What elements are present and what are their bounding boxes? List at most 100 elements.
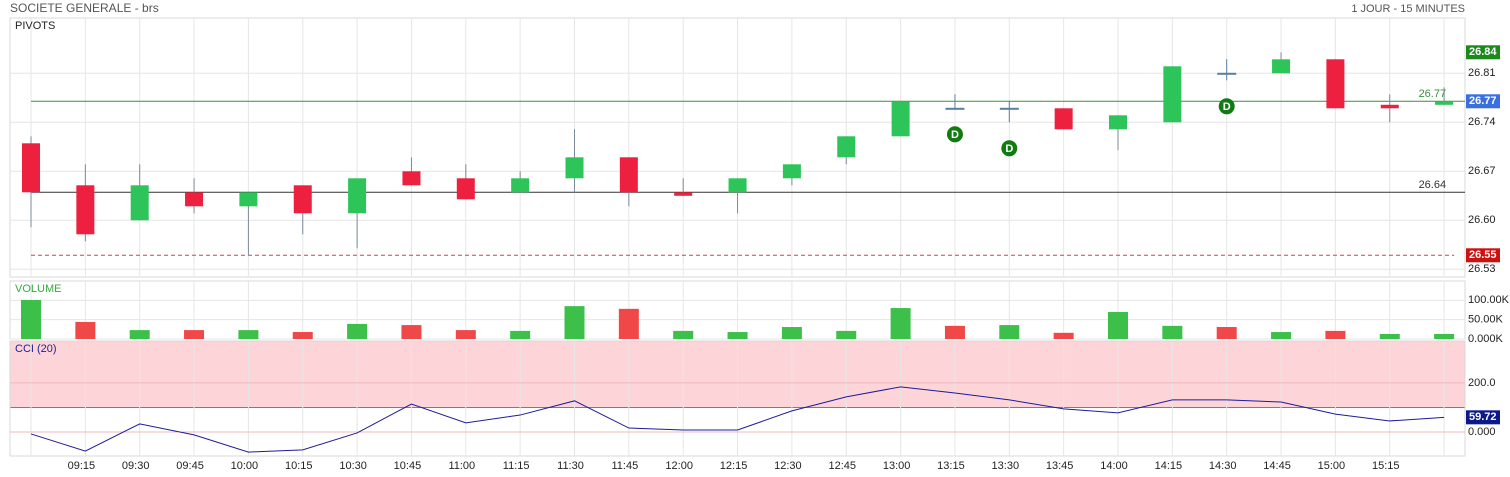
y-tick-label: 0.000K bbox=[1468, 333, 1504, 345]
candle-body bbox=[402, 171, 421, 186]
value-tag-label: 59.72 bbox=[1469, 411, 1497, 423]
candle-body bbox=[728, 178, 747, 193]
candle-body bbox=[619, 157, 638, 193]
volume-bar bbox=[1108, 311, 1128, 339]
event-marker bbox=[1001, 140, 1018, 157]
candle-body bbox=[22, 143, 40, 193]
volume-bar bbox=[455, 330, 476, 339]
price-tag-label: 26.84 bbox=[1469, 46, 1497, 58]
x-tick-label: 14:30 bbox=[1209, 460, 1237, 472]
chart-title: SOCIETE GENERALE - brs bbox=[10, 1, 159, 15]
x-tick-label: 10:00 bbox=[231, 460, 259, 472]
volume-bar bbox=[564, 306, 585, 339]
candle-body bbox=[130, 185, 149, 221]
y-tick-label: 26.81 bbox=[1468, 67, 1496, 79]
volume-bar bbox=[1216, 327, 1237, 339]
x-tick-label: 15:15 bbox=[1372, 460, 1400, 472]
x-tick-label: 12:30 bbox=[774, 460, 802, 472]
x-tick-label: 10:15 bbox=[285, 460, 313, 472]
y-tick-label: 26.74 bbox=[1468, 116, 1496, 128]
candle-body bbox=[837, 136, 856, 158]
volume-bar bbox=[347, 323, 368, 339]
candle-body bbox=[348, 178, 367, 214]
volume-bar bbox=[836, 330, 857, 339]
panel-title: VOLUME bbox=[15, 283, 61, 295]
interval: 1 JOUR - 15 MINUTES bbox=[1351, 3, 1465, 15]
x-tick-label: 10:30 bbox=[339, 460, 367, 472]
volume-bar bbox=[618, 308, 639, 339]
x-tick-label: 11:30 bbox=[557, 460, 584, 472]
price-tag bbox=[1466, 45, 1500, 60]
candle-body bbox=[293, 185, 312, 214]
volume-bar bbox=[1053, 332, 1074, 339]
candle-body bbox=[239, 192, 258, 207]
volume-bar bbox=[1162, 325, 1183, 339]
volume-bar bbox=[238, 330, 259, 339]
volume-bar bbox=[1271, 332, 1292, 339]
volume-bar bbox=[1325, 330, 1346, 339]
x-tick-label: 12:45 bbox=[828, 460, 856, 472]
pivot-label: 26.64 bbox=[1419, 179, 1447, 191]
candle-body bbox=[185, 192, 204, 207]
pivot-label: 26.77 bbox=[1419, 88, 1447, 100]
event-marker-label: D bbox=[951, 129, 959, 141]
candle-body bbox=[1326, 59, 1345, 109]
volume-bar bbox=[890, 308, 911, 339]
candle-body bbox=[999, 107, 1019, 110]
price-tag bbox=[1466, 248, 1500, 263]
x-tick-label: 14:15 bbox=[1155, 460, 1183, 472]
y-tick-label: 0.000 bbox=[1468, 426, 1496, 438]
x-tick-label: 11:45 bbox=[611, 460, 638, 472]
y-tick-label: 26.67 bbox=[1468, 165, 1496, 177]
event-marker bbox=[946, 126, 963, 143]
x-tick-label: 13:30 bbox=[992, 460, 1020, 472]
y-tick-label: 26.53 bbox=[1468, 263, 1496, 275]
candle-body bbox=[674, 192, 693, 196]
panel-title: CCI (20) bbox=[15, 343, 57, 355]
volume-bar bbox=[510, 330, 531, 339]
candle-body bbox=[511, 178, 530, 193]
x-tick-label: 15:00 bbox=[1318, 460, 1346, 472]
volume-bar bbox=[129, 330, 150, 339]
volume-bar bbox=[727, 332, 748, 339]
volume-bar bbox=[184, 330, 205, 339]
x-tick-label: 09:15 bbox=[68, 460, 96, 472]
x-tick-label: 13:00 bbox=[883, 460, 911, 472]
volume-bar bbox=[21, 299, 41, 339]
x-tick-label: 13:15 bbox=[937, 460, 965, 472]
candle-body bbox=[1109, 115, 1127, 130]
x-tick-label: 13:45 bbox=[1046, 460, 1074, 472]
candle-body bbox=[945, 107, 965, 110]
volume-bar bbox=[944, 325, 965, 339]
volume-bar bbox=[673, 330, 694, 339]
candle-body bbox=[1054, 108, 1073, 130]
y-tick-label: 100.00K bbox=[1468, 294, 1510, 306]
volume-bar bbox=[401, 325, 422, 339]
panel-title: PIVOTS bbox=[15, 20, 55, 32]
candle-body bbox=[782, 164, 801, 179]
candle-body bbox=[76, 185, 95, 235]
candle-body bbox=[1435, 101, 1454, 105]
event-marker bbox=[1218, 98, 1235, 115]
candle-body bbox=[456, 178, 475, 200]
y-tick-label: 200.0 bbox=[1468, 377, 1496, 389]
candle-body bbox=[1163, 66, 1182, 123]
event-marker-label: D bbox=[1223, 101, 1231, 113]
candle-body bbox=[1380, 104, 1399, 109]
x-tick-label: 11:00 bbox=[448, 460, 475, 472]
x-tick-label: 11:15 bbox=[503, 460, 530, 472]
y-tick-label: 50.00K bbox=[1468, 314, 1504, 326]
volume-bar bbox=[75, 321, 96, 339]
x-tick-label: 09:45 bbox=[176, 460, 204, 472]
volume-bar bbox=[999, 325, 1020, 339]
price-tag bbox=[1466, 94, 1500, 109]
y-tick-label: 26.60 bbox=[1468, 214, 1496, 226]
candle-body bbox=[1272, 59, 1291, 74]
volume-bar bbox=[1434, 333, 1455, 339]
candle-body bbox=[565, 157, 584, 179]
volume-bar bbox=[1379, 333, 1400, 339]
x-tick-label: 10:45 bbox=[394, 460, 422, 472]
x-tick-label: 09:30 bbox=[122, 460, 150, 472]
price-tag-label: 26.77 bbox=[1469, 95, 1497, 107]
volume-bar bbox=[781, 327, 802, 339]
